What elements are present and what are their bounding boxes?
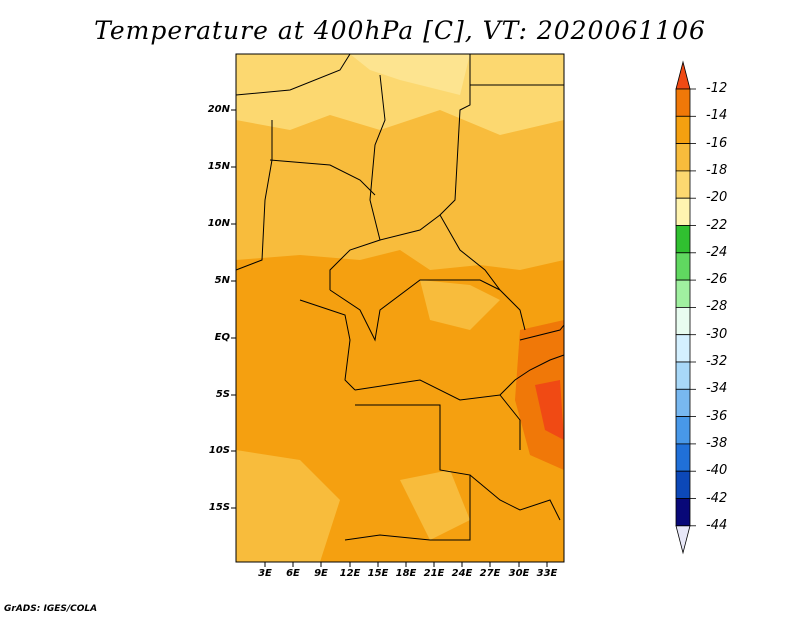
lon-label-33e: 33E [536, 568, 558, 579]
colorbar-swatch [675, 170, 691, 199]
colorbar-swatch [675, 225, 691, 254]
colorbar-swatch [675, 252, 691, 281]
lon-label-27e: 27E [479, 568, 501, 579]
colorbar-label: -26 [706, 272, 728, 288]
colorbar-label: -24 [706, 244, 728, 260]
lat-label-15s: 15S [208, 502, 230, 513]
lon-label-24e: 24E [451, 568, 473, 579]
colorbar-label: -22 [706, 217, 728, 233]
lat-label-10n: 10N [207, 218, 230, 229]
colorbar-label: -40 [706, 463, 728, 479]
colorbar-swatch [675, 306, 691, 336]
colorbar-swatch [675, 197, 691, 226]
colorbar-swatch [675, 143, 691, 172]
lon-label-9e: 9E [314, 568, 328, 579]
map-frame [235, 53, 565, 563]
colorbar-label: -12 [706, 81, 728, 96]
colorbar-swatch [675, 388, 691, 417]
lat-label-20n: 20N [207, 104, 230, 115]
colorbar-label: -34 [706, 381, 728, 397]
colorbar-bottom-triangle [675, 525, 691, 555]
colorbar-swatch [675, 470, 691, 499]
colorbar-swatch [675, 88, 691, 117]
colorbar-label: -28 [706, 299, 728, 315]
colorbar-swatch [675, 279, 691, 308]
colorbar-label: -18 [706, 162, 728, 178]
colorbar-swatch [675, 361, 691, 390]
colorbar-swatch [675, 416, 691, 445]
lon-label-12e: 12E [339, 568, 361, 579]
lat-label-10s: 10S [208, 445, 230, 456]
temperature-field [236, 54, 564, 562]
grads-credit: GrADS: IGES/COLA [4, 604, 98, 614]
country-borders [235, 53, 565, 541]
lat-label-5n: 5N [214, 275, 230, 286]
colorbar-label: -36 [706, 408, 728, 424]
colorbar-label: -20 [706, 190, 728, 206]
colorbar [675, 60, 696, 555]
axis-ticks [231, 109, 548, 567]
lon-label-21e: 21E [423, 568, 445, 579]
lat-label-eq: EQ [214, 332, 230, 343]
lon-label-3e: 3E [258, 568, 272, 579]
lon-label-30e: 30E [508, 568, 530, 579]
lat-label-5s: 5S [215, 389, 230, 400]
colorbar-label: -38 [706, 435, 728, 451]
colorbar-label: -30 [706, 326, 728, 342]
colorbar-label: -16 [706, 135, 728, 151]
colorbar-label: -14 [706, 108, 728, 124]
colorbar-swatch [675, 498, 691, 527]
lon-label-15e: 15E [367, 568, 389, 579]
lon-label-6e: 6E [286, 568, 300, 579]
colorbar-swatch [675, 334, 691, 363]
lat-label-15n: 15N [207, 161, 230, 172]
colorbar-swatch [675, 115, 691, 145]
colorbar-swatch [675, 443, 691, 472]
lon-label-18e: 18E [395, 568, 417, 579]
colorbar-label: -44 [706, 517, 728, 533]
colorbar-label: -32 [706, 354, 728, 369]
colorbar-top-triangle [675, 60, 691, 90]
map-title: Temperature at 400hPa [C], VT: 202006110… [94, 16, 706, 45]
colorbar-label: -42 [706, 490, 728, 506]
